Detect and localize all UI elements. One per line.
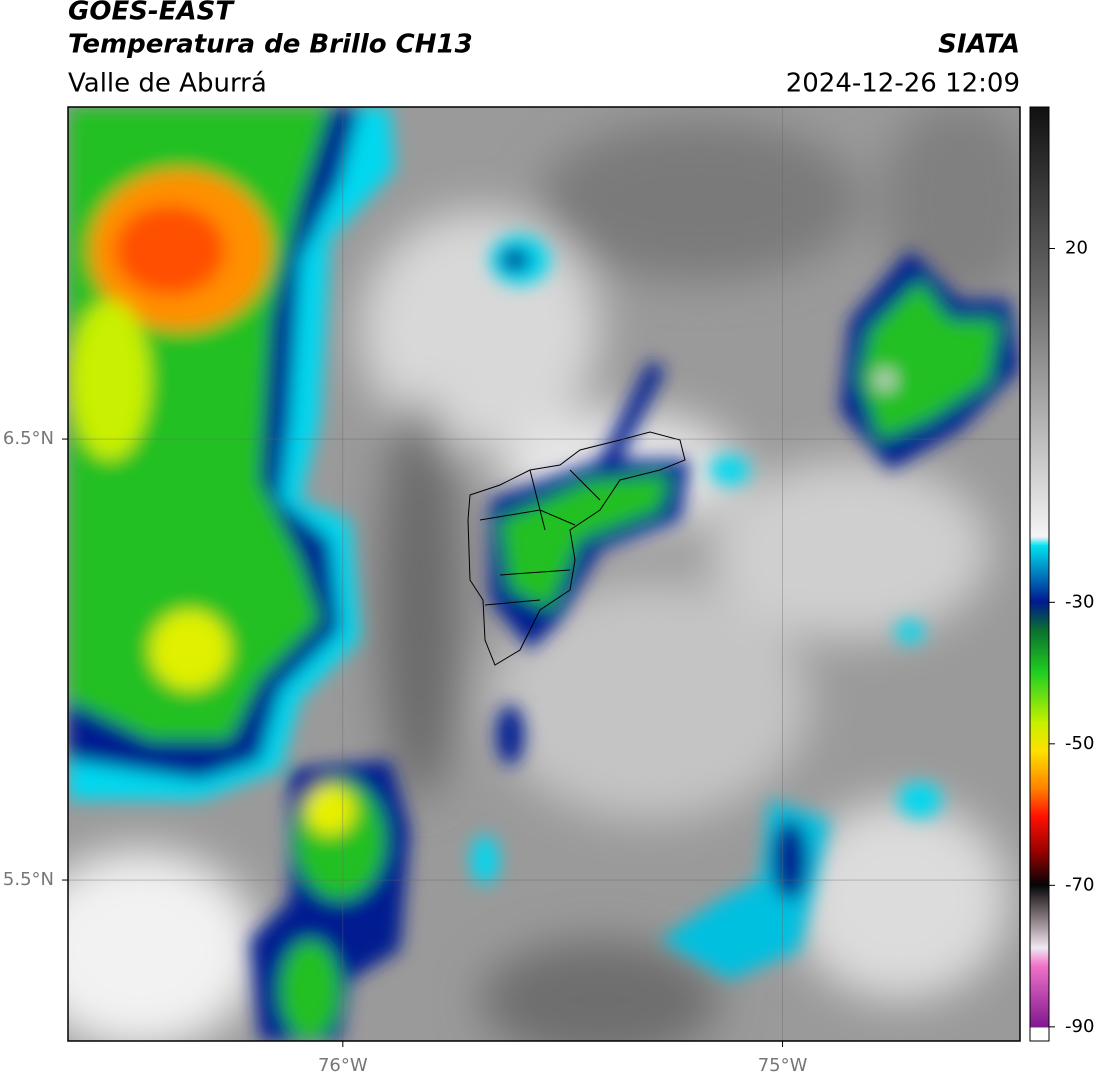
source: SIATA (938, 30, 1020, 60)
satellite-image (68, 107, 1020, 1041)
colorbar (1029, 106, 1050, 1042)
x-tick-label: 76°W (318, 1055, 368, 1076)
datetime: 2024-12-26 12:09 (786, 69, 1020, 99)
colorbar-tick-label: 20 (1065, 238, 1088, 259)
colorbar-tick-label: -50 (1065, 733, 1094, 754)
y-tick-label: 5.5°N (3, 869, 54, 890)
colorbar-tick-label: -70 (1065, 874, 1094, 895)
colorbar-tick-label: -90 (1065, 1016, 1094, 1037)
subtitle: Temperatura de Brillo CH13 (68, 30, 473, 60)
x-tick-label: 75°W (758, 1055, 808, 1076)
title: GOES-EAST (68, 0, 235, 27)
y-tick-label: 6.5°N (3, 428, 54, 449)
colorbar-tick-label: -30 (1065, 591, 1094, 612)
region: Valle de Aburrá (68, 69, 267, 99)
map-frame (67, 106, 1021, 1042)
